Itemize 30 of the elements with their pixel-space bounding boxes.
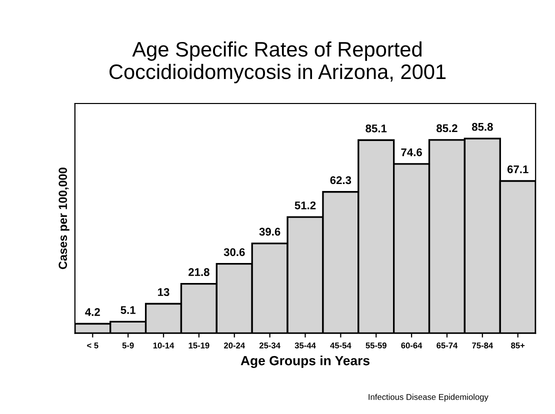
x-tick-label: 5-9 bbox=[122, 342, 134, 348]
data-label: 62.3 bbox=[330, 176, 352, 184]
chart-title: Age Specific Rates of Reported Coccidioidomycosis in Arizona, 2001 bbox=[109, 41, 446, 84]
data-label: 21.8 bbox=[188, 268, 210, 276]
data-label: 13 bbox=[158, 288, 170, 296]
data-label: 85.1 bbox=[366, 124, 387, 132]
x-tick-label: 45-54 bbox=[330, 342, 352, 348]
y-axis-title: Cases per 100,000 bbox=[58, 168, 70, 270]
data-label: 39.6 bbox=[259, 228, 280, 236]
x-tick-label: 55-59 bbox=[366, 342, 386, 348]
data-label: 5.1 bbox=[120, 306, 136, 314]
data-label: 51.2 bbox=[294, 201, 316, 210]
data-label: 85.8 bbox=[472, 122, 493, 131]
x-tick-label: 10-14 bbox=[153, 342, 174, 348]
data-label: 30.6 bbox=[224, 248, 245, 256]
x-tick-label: 25-34 bbox=[259, 342, 280, 348]
x-tick-label: 65-74 bbox=[436, 342, 458, 348]
data-label: 74.6 bbox=[401, 148, 422, 156]
x-tick-label: < 5 bbox=[87, 342, 98, 348]
x-tick-label: 20-24 bbox=[224, 342, 245, 348]
x-tick-label: 15-19 bbox=[188, 342, 210, 348]
data-label: 85.2 bbox=[436, 124, 458, 132]
x-tick-label: 75-84 bbox=[472, 342, 494, 348]
data-label: 4.2 bbox=[85, 308, 100, 316]
x-axis-title: Age Groups in Years bbox=[240, 356, 370, 368]
data-label: 67.1 bbox=[507, 165, 528, 174]
x-tick-label: 60-64 bbox=[401, 342, 422, 348]
x-tick-label: 85+ bbox=[511, 342, 525, 348]
text: Infectious Disease Epidemiology bbox=[368, 394, 488, 402]
x-tick-label: 35-44 bbox=[294, 342, 316, 348]
